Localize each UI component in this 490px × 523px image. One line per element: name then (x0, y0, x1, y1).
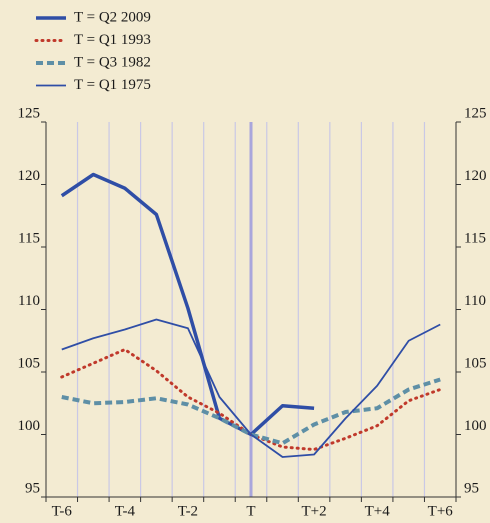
legend-label: T = Q1 1993 (74, 32, 151, 48)
x-tick-label: T (246, 503, 255, 519)
y-tick-label: 105 (18, 355, 41, 371)
y-tick-label: 110 (18, 293, 40, 309)
y2-tick-label: 110 (464, 293, 486, 309)
legend-label: T = Q1 1975 (74, 77, 151, 93)
y-tick-label: 125 (18, 105, 41, 121)
y2-tick-label: 105 (464, 355, 487, 371)
legend-label: T = Q2 2009 (74, 9, 151, 25)
y2-tick-label: 125 (464, 105, 487, 121)
y-tick-label: 100 (18, 418, 41, 434)
series-line (60, 172, 315, 437)
legend-label: T = Q3 1982 (74, 54, 151, 70)
x-tick-label: T-2 (178, 503, 198, 519)
y2-tick-label: 95 (464, 480, 479, 496)
y2-tick-label: 100 (464, 418, 487, 434)
y-tick-label: 95 (25, 480, 40, 496)
x-tick-label: T+4 (365, 503, 391, 519)
y2-tick-label: 120 (464, 168, 487, 184)
x-tick-label: T-6 (52, 503, 73, 519)
series-line (61, 318, 441, 458)
y2-tick-label: 115 (464, 230, 486, 246)
x-tick-label: T+2 (302, 503, 327, 519)
series-line (61, 377, 441, 446)
y-tick-label: 120 (18, 168, 41, 184)
x-tick-label: T+6 (428, 503, 454, 519)
y-tick-label: 115 (18, 230, 40, 246)
x-tick-label: T-4 (115, 503, 136, 519)
